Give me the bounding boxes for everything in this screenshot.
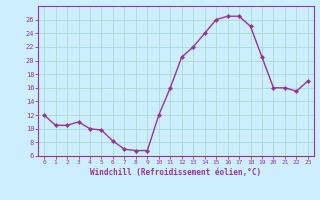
- X-axis label: Windchill (Refroidissement éolien,°C): Windchill (Refroidissement éolien,°C): [91, 168, 261, 177]
